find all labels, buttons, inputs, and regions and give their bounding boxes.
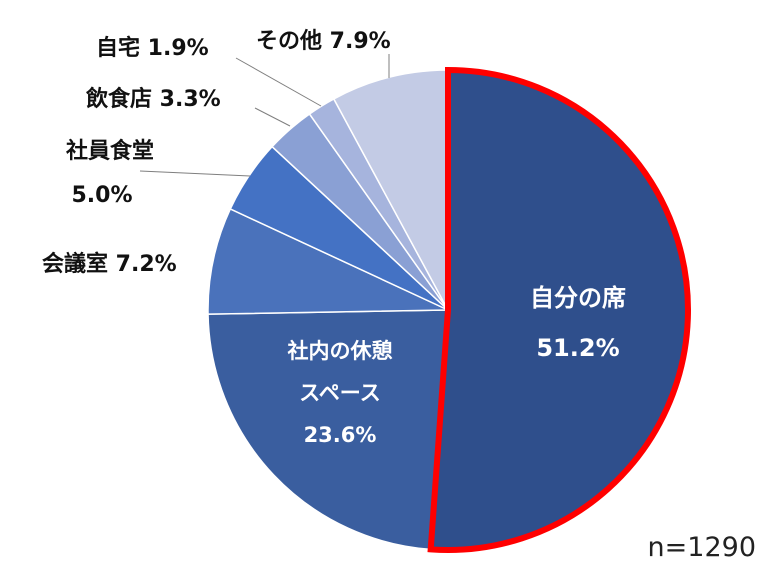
pie-slices bbox=[207, 66, 691, 553]
slice-6-category-text: その他 bbox=[256, 29, 322, 54]
slice-5-category-text: 自宅 bbox=[96, 35, 140, 61]
slice-1-label: スペース bbox=[299, 381, 380, 405]
slice-3-label: 社員食堂 bbox=[66, 138, 154, 164]
leader-lines bbox=[139, 54, 390, 177]
slice-1 bbox=[207, 309, 449, 551]
slice-3-leader-line bbox=[139, 170, 251, 177]
sample-size-note: n=1290 bbox=[648, 532, 756, 563]
slice-5-value-label: 1.9% bbox=[140, 36, 209, 61]
slice-6-label: その他 7.9% bbox=[256, 29, 391, 54]
slice-4-category-text: 飲食店 bbox=[85, 86, 152, 112]
slice-1-value-label: 23.6% bbox=[304, 423, 377, 447]
slice-6-value-label: 7.9% bbox=[322, 29, 391, 54]
slice-2-label: 会議室 7.2% bbox=[42, 251, 177, 277]
slice-2-category-text: 会議室 bbox=[42, 251, 108, 277]
slice-0-value-label: 51.2% bbox=[536, 334, 619, 362]
slice-5-label: 自宅 1.9% bbox=[96, 35, 209, 61]
slice-0-label: 自分の席 bbox=[530, 284, 626, 312]
slice-4-leader-line bbox=[254, 107, 291, 127]
slice-1-label: 社内の休憩 bbox=[287, 339, 393, 363]
slice-highlight-outline bbox=[427, 66, 691, 553]
slice-4-label: 飲食店 3.3% bbox=[85, 86, 221, 112]
slice-5-leader-line bbox=[235, 57, 322, 107]
slice-3-value-label: 5.0% bbox=[71, 183, 132, 208]
slice-4-value-label: 3.3% bbox=[152, 87, 221, 112]
slice-2 bbox=[207, 207, 449, 315]
slice-2-value-label: 7.2% bbox=[108, 252, 177, 277]
